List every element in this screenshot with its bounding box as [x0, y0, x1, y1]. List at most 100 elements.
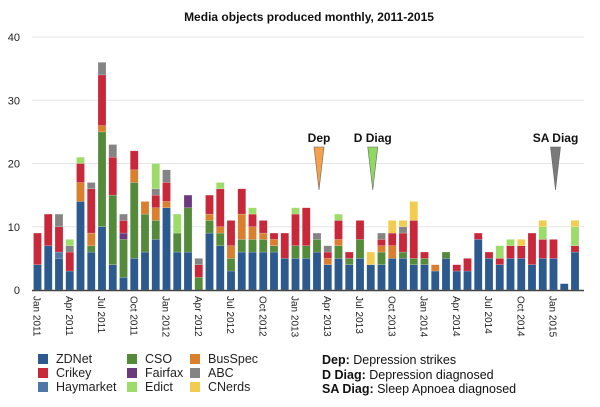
legend-swatch	[127, 382, 137, 392]
note-dep: Dep: Depression strikes	[322, 353, 516, 368]
bar-segment-edict	[570, 226, 580, 246]
bar-stack	[441, 251, 451, 291]
legend-item: Crikey	[38, 366, 116, 380]
bar-segment-zdnet	[216, 245, 225, 291]
bar-segment-crikey	[269, 232, 279, 240]
bar-segment-cso	[87, 245, 96, 253]
legend-swatch	[190, 382, 200, 392]
legend-swatch	[38, 354, 48, 364]
bar-segment-zdnet	[527, 264, 537, 291]
bar-segment-abc	[108, 144, 117, 158]
legend-label: Crikey	[56, 366, 92, 380]
bar-segment-abc	[87, 182, 96, 190]
bars	[33, 62, 580, 291]
bar-segment-busspec	[377, 245, 386, 253]
bar-stack	[151, 163, 160, 291]
bar-segment-cso	[345, 258, 354, 265]
bar-segment-busspec	[323, 258, 332, 265]
bar-segment-crikey	[495, 258, 504, 265]
bar-stack	[291, 207, 300, 291]
bar-segment-zdnet	[398, 258, 408, 291]
x-tick-label: Apr 2014	[450, 296, 461, 337]
annotation-label: SA Diag	[533, 131, 579, 145]
bar-stack	[216, 182, 225, 291]
bar-stack	[452, 264, 461, 291]
bar-stack	[463, 258, 472, 291]
bar-stack	[334, 213, 343, 291]
bar-segment-zdnet	[549, 258, 558, 291]
legend-label: BusSpec	[208, 352, 259, 366]
bar-stack	[87, 182, 96, 291]
bar-stack	[345, 251, 354, 291]
bar-stack	[226, 220, 236, 291]
bar-segment-busspec	[76, 182, 85, 202]
bar-segment-edict	[506, 239, 515, 246]
bar-segment-cso	[398, 251, 408, 259]
bar-segment-crikey	[194, 264, 203, 278]
bar-stack	[570, 220, 580, 291]
bar-segment-cso	[237, 239, 246, 253]
bar-segment-cso	[409, 258, 418, 265]
note-key: D Diag:	[322, 367, 366, 382]
bar-segment-cso	[194, 277, 203, 291]
note-key: Dep:	[322, 353, 350, 367]
bar-segment-zdnet	[162, 207, 171, 291]
bar-segment-crikey	[452, 264, 461, 272]
bar-segment-zdnet	[495, 264, 504, 291]
bar-stack	[130, 150, 139, 291]
bar-segment-zdnet	[205, 232, 214, 291]
legend-item: Haymarket	[38, 380, 116, 394]
bar-stack	[76, 156, 85, 291]
bar-segment-crikey	[302, 207, 311, 246]
chart-title: Media objects produced monthly, 2011-201…	[184, 10, 434, 24]
bar-segment-zdnet	[87, 251, 96, 291]
annotation-label: D Diag	[354, 131, 392, 145]
bar-segment-zdnet	[355, 258, 365, 291]
bar-segment-cso	[97, 131, 107, 227]
annotation-marker-icon	[367, 146, 379, 191]
annotation-notes: Dep: Depression strikes D Diag: Depressi…	[322, 353, 516, 397]
bar-segment-zdnet	[280, 258, 289, 291]
bar-stack	[205, 194, 214, 291]
bar-segment-edict	[334, 213, 343, 221]
legend-swatch	[38, 382, 48, 392]
bar-segment-zdnet	[173, 251, 182, 291]
bar-segment-busspec	[388, 245, 397, 259]
bar-stack	[388, 220, 397, 291]
bar-segment-abc	[377, 232, 386, 240]
bar-segment-zdnet	[302, 258, 311, 291]
legend-label: CSO	[145, 352, 173, 366]
bar-segment-zdnet	[226, 270, 236, 291]
bar-segment-cnerds	[409, 201, 418, 221]
bar-segment-zdnet	[151, 239, 160, 291]
legend-swatch	[127, 368, 137, 378]
annotation-marker-icon	[550, 146, 561, 191]
bar-segment-busspec	[248, 226, 257, 240]
bar-segment-zdnet	[259, 251, 268, 291]
bar-stack	[323, 245, 332, 291]
bar-segment-zdnet	[323, 264, 332, 291]
bar-segment-crikey	[76, 163, 85, 183]
legend-label: ABC	[208, 366, 234, 380]
bar-segment-crikey	[323, 251, 332, 259]
bar-segment-crikey	[280, 232, 289, 259]
x-tick-label: Oct 2014	[514, 296, 525, 337]
bar-stack	[312, 232, 322, 291]
bar-segment-cso	[441, 251, 451, 259]
bar-segment-cso	[259, 239, 268, 253]
bar-segment-crikey	[226, 220, 236, 246]
bar-segment-fairfax	[183, 194, 193, 209]
bar-segment-cso	[377, 251, 386, 265]
x-tick-label: Apr 2011	[63, 296, 74, 336]
bar-segment-crikey	[527, 232, 537, 265]
bar-segment-cso	[183, 207, 193, 253]
bar-segment-abc	[312, 232, 322, 240]
bar-segment-crikey	[517, 245, 526, 259]
legend-column-1: ZDNet Crikey Haymarket	[38, 352, 116, 394]
x-tick-label: Jul 2011	[95, 296, 106, 334]
annotation-marker-icon	[313, 146, 325, 191]
bar-segment-crikey	[420, 251, 429, 259]
y-axis: 0 10 20 30 40	[8, 32, 20, 297]
bar-segment-crikey	[398, 232, 408, 253]
bar-segment-zdnet	[560, 283, 569, 291]
